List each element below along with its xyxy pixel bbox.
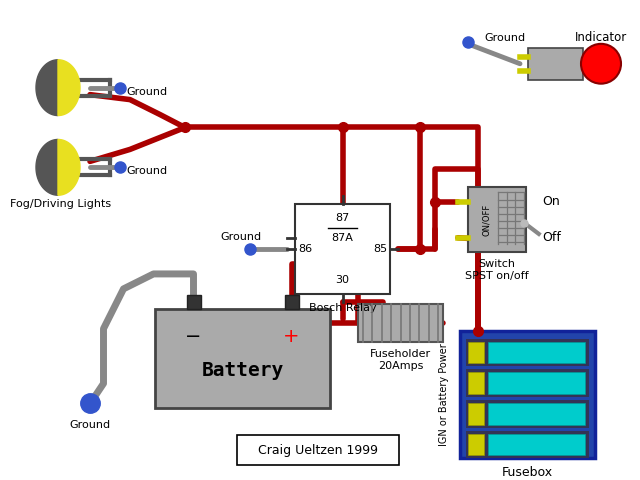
Polygon shape bbox=[58, 60, 80, 116]
Text: Craig Ueltzen 1999: Craig Ueltzen 1999 bbox=[258, 444, 378, 457]
Polygon shape bbox=[58, 140, 80, 195]
Bar bbox=[468, 433, 484, 455]
Text: Ground: Ground bbox=[126, 167, 167, 176]
Polygon shape bbox=[36, 60, 58, 116]
Bar bbox=[528, 48, 583, 80]
Text: Switch: Switch bbox=[479, 259, 515, 269]
Text: 86: 86 bbox=[298, 244, 312, 254]
Text: SPST on/off: SPST on/off bbox=[465, 271, 529, 281]
Polygon shape bbox=[36, 140, 58, 195]
Bar bbox=[466, 339, 589, 366]
Text: Ground: Ground bbox=[484, 33, 525, 43]
Text: Fuseholder: Fuseholder bbox=[370, 348, 431, 359]
Bar bbox=[466, 369, 589, 397]
Text: Fusebox: Fusebox bbox=[502, 466, 553, 479]
Bar bbox=[466, 400, 589, 428]
FancyBboxPatch shape bbox=[237, 435, 399, 465]
Text: Indicator: Indicator bbox=[575, 31, 627, 44]
Text: ON/OFF: ON/OFF bbox=[482, 204, 491, 236]
Bar bbox=[468, 187, 526, 252]
Bar bbox=[460, 331, 595, 458]
Text: Ground: Ground bbox=[126, 86, 167, 96]
Bar bbox=[468, 342, 484, 363]
Circle shape bbox=[581, 44, 621, 84]
Bar bbox=[466, 431, 589, 458]
Text: On: On bbox=[542, 195, 560, 208]
Text: Bosch Relay: Bosch Relay bbox=[308, 303, 376, 313]
Bar bbox=[155, 309, 330, 408]
Text: 30: 30 bbox=[335, 275, 349, 285]
Text: IGN or Battery Power: IGN or Battery Power bbox=[439, 343, 449, 446]
Text: Off: Off bbox=[542, 231, 561, 244]
Bar bbox=[358, 304, 443, 342]
Text: −: − bbox=[186, 327, 202, 346]
Bar bbox=[488, 372, 585, 394]
Text: Fog/Driving Lights: Fog/Driving Lights bbox=[10, 199, 111, 209]
Text: Battery: Battery bbox=[202, 361, 284, 380]
Bar bbox=[468, 403, 484, 425]
Text: 85: 85 bbox=[373, 244, 387, 254]
Text: 87A: 87A bbox=[332, 233, 353, 243]
Bar bbox=[488, 433, 585, 455]
Text: 20Amps: 20Amps bbox=[378, 360, 423, 371]
Bar bbox=[295, 204, 390, 294]
Text: Ground: Ground bbox=[220, 232, 261, 242]
Text: 87: 87 bbox=[335, 213, 349, 223]
Bar bbox=[186, 295, 200, 309]
Bar bbox=[285, 295, 298, 309]
Bar bbox=[488, 342, 585, 363]
Bar bbox=[468, 372, 484, 394]
Bar bbox=[488, 403, 585, 425]
Text: Ground: Ground bbox=[69, 420, 110, 431]
Text: +: + bbox=[284, 327, 300, 346]
